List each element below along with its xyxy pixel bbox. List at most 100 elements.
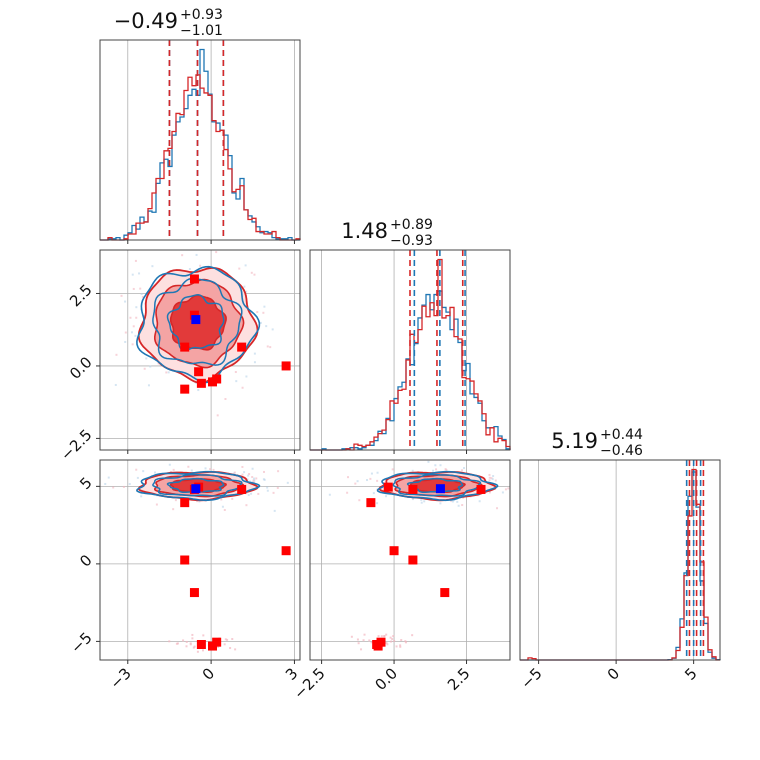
red-marker-2-1-7 xyxy=(408,484,418,494)
red-marker-2-1-2 xyxy=(408,555,418,565)
scatter-dot-2-0-147 xyxy=(172,468,175,471)
scatter-dot-2-1-119 xyxy=(434,464,437,467)
scatter-dot-1-0-56 xyxy=(149,365,152,368)
outlier-dot-2-1-10 xyxy=(411,634,414,637)
diag-hist-0 xyxy=(100,40,301,241)
outlier-dot-2-1-26 xyxy=(405,641,408,644)
scatter-dot-1-0-252 xyxy=(235,380,238,383)
scatter-dot-2-1-14 xyxy=(369,477,372,480)
outlier-dot-2-1-23 xyxy=(356,638,359,641)
red-marker-2-1-8 xyxy=(389,546,399,556)
outlier-dot-2-0-6 xyxy=(168,640,171,643)
red-marker-1-0-4 xyxy=(194,367,204,377)
panel-frame-2-2 xyxy=(519,459,721,661)
scatter-dot-2-0-24 xyxy=(128,483,131,486)
title-minus-1: −0.93 xyxy=(390,233,433,249)
scatter-dot-1-0-150 xyxy=(262,311,265,314)
outlier-dot-2-0-2 xyxy=(191,633,194,636)
outlier-dot-2-1-12 xyxy=(399,645,402,648)
contour-blue-mid-2-0 xyxy=(152,473,243,497)
scatter-dot-2-1-17 xyxy=(356,480,359,483)
hist-red-1 xyxy=(310,258,511,451)
scatter-dot-2-1-169 xyxy=(504,488,507,491)
title-plus-2: +0.44 xyxy=(600,427,643,443)
scatter-dot-1-0-224 xyxy=(124,300,127,303)
scatter-dot-1-0-125 xyxy=(238,267,241,270)
title-main-0: −0.49 xyxy=(114,9,178,33)
outlier-dot-2-0-20 xyxy=(185,645,188,648)
ytick-label-2-1: 0 xyxy=(76,551,95,570)
outlier-dot-2-0-18 xyxy=(182,639,185,642)
scatter-dot-2-0-137 xyxy=(155,503,158,506)
scatter-dot-2-1-50 xyxy=(492,475,495,478)
scatter-dot-1-0-41 xyxy=(234,371,237,374)
scatter-dot-1-0-259 xyxy=(167,371,170,374)
panel-frame-2-1 xyxy=(309,459,511,661)
scatter-dot-1-0-216 xyxy=(151,285,154,288)
scatter-dot-2-1-246 xyxy=(372,492,375,495)
scatter-dot-2-1-118 xyxy=(411,498,414,501)
red-marker-2-0-8 xyxy=(281,546,291,556)
scatter-dot-1-0-161 xyxy=(224,398,227,401)
outlier-dot-2-1-13 xyxy=(404,640,407,643)
xtick-label-0-1: 0 xyxy=(199,664,218,683)
scatter-dot-1-0-214 xyxy=(186,223,188,225)
outlier-dot-2-0-24 xyxy=(201,649,204,652)
scatter-dot-2-1-163 xyxy=(501,491,504,494)
scatter-dot-2-0-125 xyxy=(253,477,256,480)
title-2: 5.19 +0.44−0.46 xyxy=(551,427,643,459)
scatter-dot-2-1-245 xyxy=(488,473,491,476)
outlier-dot-2-1-18 xyxy=(357,642,360,645)
scatter-dot-1-0-70 xyxy=(131,343,134,346)
outlier-dot-2-0-21 xyxy=(217,646,220,649)
scatter-dot-1-0-12 xyxy=(253,361,256,364)
scatter-dot-2-0-195 xyxy=(221,505,224,508)
scatter-dot-1-0-182 xyxy=(132,325,135,328)
title-plus-0: +0.93 xyxy=(180,7,223,23)
scatter-dot-2-0-43 xyxy=(212,468,215,471)
scatter-dot-2-0-88 xyxy=(112,486,115,489)
outlier-dot-2-1-16 xyxy=(392,635,395,638)
red-marker-2-0-7 xyxy=(237,484,247,494)
scatter-dot-2-0-104 xyxy=(241,465,244,468)
scatter-dot-2-0-185 xyxy=(174,499,177,502)
scatter-dot-1-0-149 xyxy=(181,254,184,257)
xtick-label-0-0: −3 xyxy=(106,664,134,692)
scatter-dot-2-1-131 xyxy=(490,477,493,480)
scatter-dot-2-0-235 xyxy=(154,471,157,474)
scatter-dot-2-0-25 xyxy=(276,486,279,489)
ytick-label-1-1: 0.0 xyxy=(66,353,96,383)
scatter-dot-1-0-205 xyxy=(245,375,248,378)
scatter-dot-2-1-61 xyxy=(478,500,481,503)
red-marker-2-0-2 xyxy=(180,555,190,565)
outlier-dot-2-0-14 xyxy=(189,642,192,645)
panel-content-1-0 xyxy=(100,223,291,417)
xtick-label-1-0: −2.5 xyxy=(290,664,328,702)
scatter-dot-1-0-152 xyxy=(265,325,268,328)
scatter-dot-2-1-217 xyxy=(439,464,442,467)
scatter-dot-2-0-150 xyxy=(140,495,143,498)
scatter-dot-2-1-255 xyxy=(491,478,494,481)
blue-truth-marker-2-0 xyxy=(191,484,201,494)
scatter-dot-2-1-121 xyxy=(461,504,464,507)
scatter-dot-2-1-2 xyxy=(450,499,453,502)
scatter-dot-1-0-188 xyxy=(215,251,218,254)
contour-blue-outer-1-0 xyxy=(136,265,261,384)
outlier-dot-2-1-28 xyxy=(360,648,363,651)
scatter-dot-1-0-190 xyxy=(243,285,246,288)
scatter-dot-1-0-244 xyxy=(259,321,262,324)
scatter-dot-2-1-206 xyxy=(376,479,379,482)
scatter-dot-1-0-17 xyxy=(114,383,117,386)
blue-truth-marker-2-1 xyxy=(435,484,445,494)
scatter-dot-1-0-121 xyxy=(135,316,138,319)
scatter-dot-2-0-71 xyxy=(231,497,234,500)
scatter-dot-1-0-26 xyxy=(269,346,272,349)
scatter-dot-2-0-178 xyxy=(255,477,258,480)
scatter-dot-2-0-210 xyxy=(233,471,236,474)
scatter-dot-1-0-126 xyxy=(244,264,247,267)
scatter-dot-2-1-76 xyxy=(456,500,459,503)
scatter-dot-1-0-202 xyxy=(139,287,142,290)
scatter-dot-2-1-186 xyxy=(427,460,430,463)
red-marker-2-1-9 xyxy=(372,639,382,649)
